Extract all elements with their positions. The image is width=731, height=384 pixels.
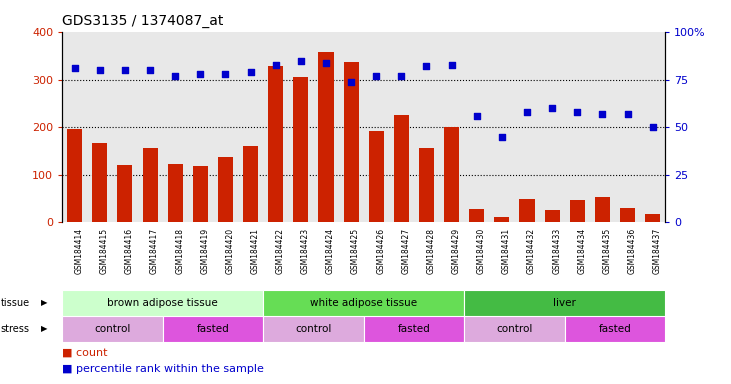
Bar — [464, 316, 564, 342]
Point — [320, 60, 332, 66]
Bar — [263, 290, 464, 316]
Text: GSM184432: GSM184432 — [527, 228, 536, 274]
Text: fasted: fasted — [197, 324, 230, 334]
Point — [270, 61, 281, 68]
Text: GSM184431: GSM184431 — [502, 228, 511, 274]
Text: GSM184417: GSM184417 — [150, 228, 159, 274]
Bar — [293, 78, 308, 222]
Bar — [243, 146, 258, 222]
Text: liver: liver — [553, 298, 576, 308]
Bar — [545, 210, 560, 222]
Point — [496, 134, 508, 140]
Bar — [620, 208, 635, 222]
Text: GDS3135 / 1374087_at: GDS3135 / 1374087_at — [62, 15, 224, 28]
Text: GSM184423: GSM184423 — [301, 228, 310, 274]
Text: GSM184436: GSM184436 — [627, 228, 637, 274]
Bar — [494, 217, 510, 222]
Point — [94, 67, 106, 73]
Bar — [564, 316, 665, 342]
Point — [219, 71, 231, 77]
Bar — [92, 142, 107, 222]
Point — [69, 65, 80, 71]
Point — [596, 111, 608, 117]
Text: fasted: fasted — [599, 324, 632, 334]
Bar — [263, 316, 364, 342]
Bar — [569, 200, 585, 222]
Point — [521, 109, 533, 115]
Text: GSM184434: GSM184434 — [577, 228, 586, 274]
Text: GSM184427: GSM184427 — [401, 228, 410, 274]
Point — [446, 61, 458, 68]
Bar — [162, 316, 263, 342]
Bar — [193, 166, 208, 222]
Point — [395, 73, 407, 79]
Point — [245, 69, 257, 75]
Text: GSM184424: GSM184424 — [326, 228, 335, 274]
Text: GSM184418: GSM184418 — [175, 228, 184, 274]
Bar — [344, 62, 359, 222]
Text: control: control — [94, 324, 131, 334]
Text: GSM184429: GSM184429 — [452, 228, 461, 274]
Point — [144, 67, 156, 73]
Bar — [469, 209, 484, 222]
Text: tissue: tissue — [1, 298, 30, 308]
Bar — [143, 148, 158, 222]
Text: GSM184425: GSM184425 — [351, 228, 360, 274]
Point — [546, 105, 558, 111]
Text: white adipose tissue: white adipose tissue — [310, 298, 417, 308]
Point — [572, 109, 583, 115]
Text: GSM184430: GSM184430 — [477, 228, 485, 274]
Bar — [218, 157, 233, 222]
Text: GSM184414: GSM184414 — [75, 228, 83, 274]
Text: GSM184433: GSM184433 — [552, 228, 561, 274]
Bar — [62, 316, 162, 342]
Text: GSM184421: GSM184421 — [251, 228, 260, 274]
Point — [119, 67, 131, 73]
Text: ▶: ▶ — [41, 324, 48, 333]
Text: stress: stress — [1, 324, 30, 334]
Point — [647, 124, 659, 131]
Bar — [520, 199, 534, 222]
Point — [194, 71, 206, 77]
Text: control: control — [295, 324, 332, 334]
Point — [295, 58, 307, 64]
Text: GSM184415: GSM184415 — [100, 228, 109, 274]
Text: GSM184422: GSM184422 — [276, 228, 284, 274]
Bar — [268, 66, 284, 222]
Text: ▶: ▶ — [41, 298, 48, 307]
Text: GSM184428: GSM184428 — [426, 228, 436, 274]
Text: GSM184420: GSM184420 — [225, 228, 235, 274]
Bar — [118, 166, 132, 222]
Point — [371, 73, 382, 79]
Bar — [62, 290, 263, 316]
Bar — [368, 131, 384, 222]
Point — [621, 111, 633, 117]
Point — [345, 79, 357, 85]
Bar — [167, 164, 183, 222]
Text: GSM184437: GSM184437 — [653, 228, 662, 274]
Text: ■ count: ■ count — [62, 348, 107, 358]
Point — [471, 113, 482, 119]
Text: fasted: fasted — [398, 324, 431, 334]
Text: GSM184426: GSM184426 — [376, 228, 385, 274]
Bar — [394, 116, 409, 222]
Bar — [444, 127, 459, 222]
Bar — [645, 214, 660, 222]
Text: GSM184435: GSM184435 — [602, 228, 611, 274]
Bar — [464, 290, 665, 316]
Point — [420, 63, 432, 70]
Text: brown adipose tissue: brown adipose tissue — [107, 298, 218, 308]
Text: GSM184416: GSM184416 — [125, 228, 134, 274]
Point — [170, 73, 181, 79]
Text: GSM184419: GSM184419 — [200, 228, 209, 274]
Bar — [67, 129, 83, 222]
Bar — [595, 197, 610, 222]
Bar — [319, 52, 333, 222]
Text: control: control — [496, 324, 533, 334]
Text: ■ percentile rank within the sample: ■ percentile rank within the sample — [62, 364, 264, 374]
Bar — [364, 316, 464, 342]
Bar — [419, 148, 434, 222]
